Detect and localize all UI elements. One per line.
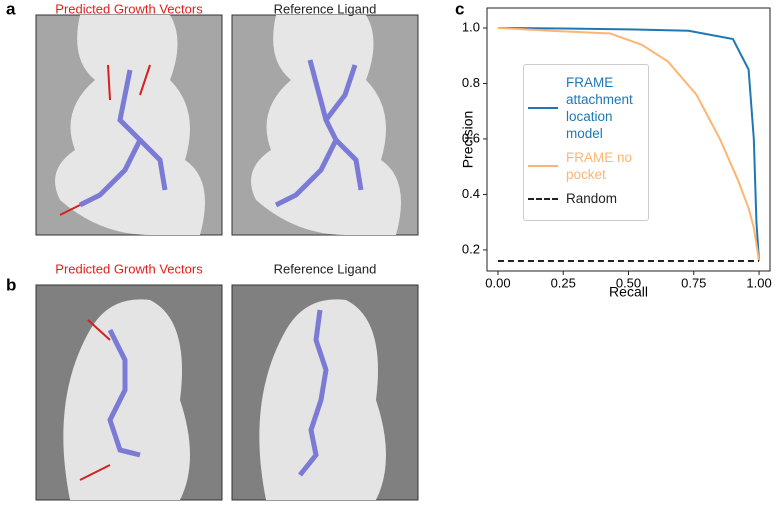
legend-label: Random [566, 191, 618, 206]
legend-entry: FRAME attachment location model [528, 74, 644, 142]
x-tick-label: 0.00 [485, 275, 510, 290]
series-line [497, 26, 761, 262]
legend-swatch [528, 165, 558, 167]
x-tick-label: 0.25 [551, 275, 576, 290]
x-axis-label: Recall [609, 284, 648, 300]
legend-label: FRAME attachment location model [566, 75, 633, 141]
y-tick-label: 0.2 [462, 241, 480, 256]
y-tick-label: 0.8 [462, 75, 480, 90]
panel-title: Predicted Growth Vectors [55, 1, 203, 16]
legend: FRAME attachment location model FRAME no … [523, 64, 649, 221]
series-line [497, 26, 761, 262]
legend-label: FRAME no pocket [566, 150, 633, 182]
panel-title: Predicted Growth Vectors [55, 261, 203, 276]
panel-title: Reference Ligand [274, 1, 377, 16]
y-axis-label: Precision [460, 111, 476, 169]
panel-label: c [455, 0, 464, 18]
legend-entry: FRAME no pocket [528, 149, 644, 183]
panel-label: b [6, 275, 16, 294]
legend-entry: Random [528, 190, 644, 207]
panel-label: a [6, 0, 16, 18]
legend-swatch [528, 107, 558, 109]
panel-title: Reference Ligand [274, 261, 377, 276]
y-tick-label: 0.6 [462, 130, 480, 145]
panel-b-right-image [231, 284, 419, 501]
y-tick-label: 1.0 [462, 19, 480, 34]
panel-a-left-image [35, 14, 223, 236]
x-tick-label: 1.00 [746, 275, 771, 290]
panel-b-left-image [35, 284, 223, 501]
x-tick-label: 0.75 [681, 275, 706, 290]
legend-swatch [528, 197, 558, 200]
x-tick-label: 0.50 [616, 275, 641, 290]
panel-a-right-image [231, 14, 419, 236]
y-tick-label: 0.4 [462, 186, 480, 201]
